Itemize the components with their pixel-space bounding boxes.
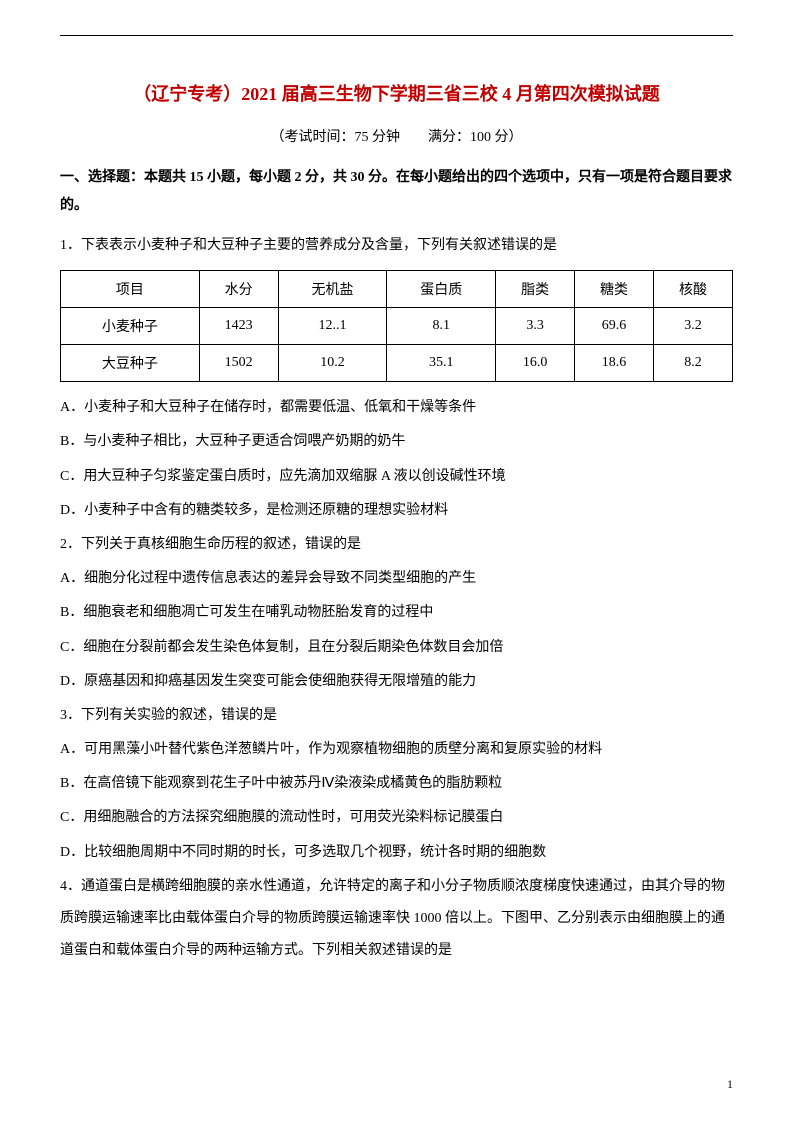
table-header-cell: 脂类 (496, 271, 575, 308)
table-header-cell: 项目 (61, 271, 200, 308)
table-cell: 12..1 (278, 308, 387, 345)
table-header-cell: 无机盐 (278, 271, 387, 308)
table-cell: 1423 (199, 308, 278, 345)
document-title: （辽宁专考）2021 届高三生物下学期三省三校 4 月第四次模拟试题 (60, 80, 733, 106)
table-header-cell: 蛋白质 (387, 271, 496, 308)
question-3-option-d: D．比较细胞周期中不同时期的时长，可多选取几个视野，统计各时期的细胞数 (60, 837, 733, 869)
exam-info: （考试时间：75 分钟 满分：100 分） (60, 126, 733, 146)
question-3-text: 3．下列有关实验的叙述，错误的是 (60, 700, 733, 732)
table-cell: 18.6 (575, 345, 654, 382)
question-1-option-d: D．小麦种子中含有的糖类较多，是检测还原糖的理想实验材料 (60, 495, 733, 527)
question-2-option-b: B．细胞衰老和细胞凋亡可发生在哺乳动物胚胎发育的过程中 (60, 597, 733, 629)
table-header-cell: 核酸 (654, 271, 733, 308)
question-3-option-c: C．用细胞融合的方法探究细胞膜的流动性时，可用荧光染料标记膜蛋白 (60, 802, 733, 834)
table-row: 大豆种子 1502 10.2 35.1 16.0 18.6 8.2 (61, 345, 733, 382)
table-header-cell: 水分 (199, 271, 278, 308)
question-2-option-a: A．细胞分化过程中遗传信息表达的差异会导致不同类型细胞的产生 (60, 563, 733, 595)
question-3-option-a: A．可用黑藻小叶替代紫色洋葱鳞片叶，作为观察植物细胞的质壁分离和复原实验的材料 (60, 734, 733, 766)
table-cell: 8.1 (387, 308, 496, 345)
question-2-option-d: D．原癌基因和抑癌基因发生突变可能会使细胞获得无限增殖的能力 (60, 666, 733, 698)
question-4-text: 4．通道蛋白是横跨细胞膜的亲水性通道，允许特定的离子和小分子物质顺浓度梯度快速通… (60, 871, 733, 968)
question-2-option-c: C．细胞在分裂前都会发生染色体复制，且在分裂后期染色体数目会加倍 (60, 632, 733, 664)
table-cell: 大豆种子 (61, 345, 200, 382)
table-cell: 8.2 (654, 345, 733, 382)
table-cell: 10.2 (278, 345, 387, 382)
table-cell: 69.6 (575, 308, 654, 345)
table-row: 小麦种子 1423 12..1 8.1 3.3 69.6 3.2 (61, 308, 733, 345)
table-cell: 3.2 (654, 308, 733, 345)
page-number: 1 (727, 1077, 733, 1092)
table-cell: 小麦种子 (61, 308, 200, 345)
table-cell: 35.1 (387, 345, 496, 382)
table-header-row: 项目 水分 无机盐 蛋白质 脂类 糖类 核酸 (61, 271, 733, 308)
question-2-text: 2．下列关于真核细胞生命历程的叙述，错误的是 (60, 529, 733, 561)
table-cell: 16.0 (496, 345, 575, 382)
question-3-option-b: B．在高倍镜下能观察到花生子叶中被苏丹Ⅳ染液染成橘黄色的脂肪颗粒 (60, 768, 733, 800)
question-1-option-b: B．与小麦种子相比，大豆种子更适合饲喂产奶期的奶牛 (60, 426, 733, 458)
question-1-option-c: C．用大豆种子匀浆鉴定蛋白质时，应先滴加双缩脲 A 液以创设碱性环境 (60, 461, 733, 493)
top-divider-line (60, 35, 733, 36)
question-1-text: 1．下表表示小麦种子和大豆种子主要的营养成分及含量，下列有关叙述错误的是 (60, 230, 733, 262)
question-1-table: 项目 水分 无机盐 蛋白质 脂类 糖类 核酸 小麦种子 1423 12..1 8… (60, 270, 733, 382)
table-header-cell: 糖类 (575, 271, 654, 308)
table-cell: 3.3 (496, 308, 575, 345)
question-1-option-a: A．小麦种子和大豆种子在储存时，都需要低温、低氧和干燥等条件 (60, 392, 733, 424)
section-header: 一、选择题：本题共 15 小题，每小题 2 分，共 30 分。在每小题给出的四个… (60, 164, 733, 220)
table-cell: 1502 (199, 345, 278, 382)
